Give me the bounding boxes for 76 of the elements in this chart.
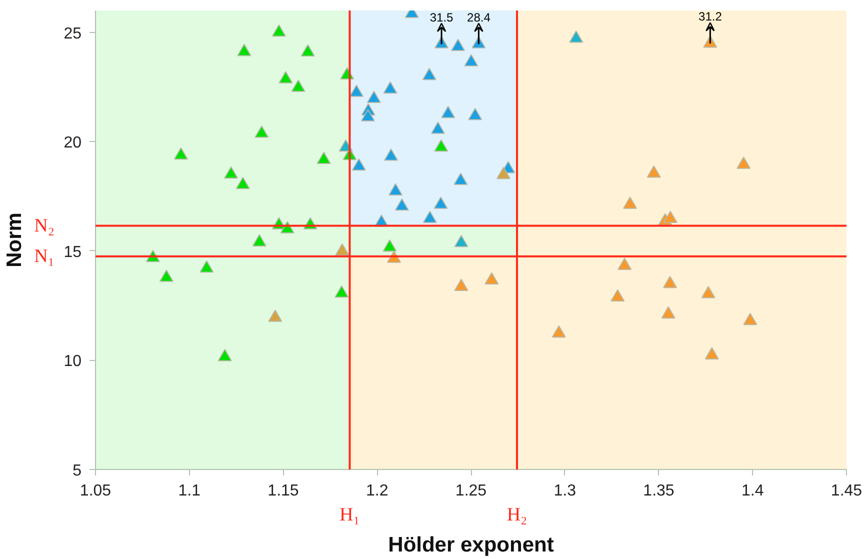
annotation: 31.2 [698, 10, 722, 24]
point [236, 176, 250, 190]
point [200, 260, 214, 273]
y-tick-label: 10 [64, 353, 82, 370]
point [646, 166, 661, 178]
x-tick-label: 1.3 [554, 482, 576, 500]
point [382, 239, 397, 252]
point [430, 122, 445, 134]
point [736, 156, 751, 169]
point [552, 325, 566, 338]
point [451, 38, 466, 52]
point [468, 108, 482, 120]
x-tick-label: 1.1 [178, 482, 201, 500]
point [352, 158, 366, 171]
x-tick-label: 1.4 [742, 482, 764, 500]
point [224, 166, 238, 179]
point [383, 81, 398, 94]
point [316, 152, 331, 164]
point [300, 44, 315, 56]
point [704, 347, 719, 360]
point [268, 310, 282, 322]
point [610, 289, 625, 302]
point [661, 306, 676, 319]
point [434, 196, 448, 209]
point [291, 80, 306, 92]
point [701, 286, 716, 298]
point [454, 278, 468, 292]
point [388, 183, 403, 196]
y-tick-label: 25 [64, 25, 82, 42]
point [663, 210, 678, 224]
point [360, 109, 375, 122]
ref-line-label: N₁ [34, 246, 55, 267]
x-axis-title: Hölder exponent [388, 534, 554, 556]
point [441, 106, 456, 118]
point [623, 196, 638, 209]
y-tick-label: 15 [64, 244, 82, 261]
x-tick-label: 1.2 [366, 482, 388, 500]
point [422, 68, 436, 80]
point [743, 312, 758, 326]
point [464, 54, 478, 66]
x-tick-label: 1.45 [830, 482, 862, 500]
point [252, 234, 266, 246]
ref-line-label: H₁ [340, 504, 360, 526]
point [384, 148, 398, 161]
point [484, 272, 499, 284]
x-tick-label: 1.25 [455, 482, 487, 500]
y-axis-title: Norm [3, 212, 26, 268]
point [618, 258, 632, 270]
point [366, 90, 381, 104]
x-tick-label: 1.35 [643, 482, 674, 500]
point [663, 276, 678, 288]
point [254, 126, 269, 138]
point [335, 243, 350, 256]
point [174, 147, 188, 160]
y-tick-label: 5 [72, 462, 82, 480]
ref-line-label: H₂ [506, 504, 528, 526]
point [237, 44, 252, 56]
annotation: 28.4 [467, 10, 491, 24]
point [159, 270, 174, 282]
point [454, 172, 468, 186]
x-tick-label: 1.15 [268, 482, 299, 500]
x-tick-label: 1.05 [80, 482, 112, 500]
point [422, 210, 437, 224]
annotation: 31.5 [430, 10, 454, 24]
point [434, 139, 448, 152]
point [349, 84, 364, 97]
y-tick-label: 20 [64, 134, 82, 152]
point [218, 348, 232, 362]
point [278, 71, 293, 84]
point [272, 24, 286, 37]
ref-line-label: N₂ [34, 215, 55, 236]
point [394, 198, 409, 211]
point [334, 285, 349, 298]
point [454, 234, 468, 248]
point [569, 30, 584, 43]
point [496, 166, 510, 180]
